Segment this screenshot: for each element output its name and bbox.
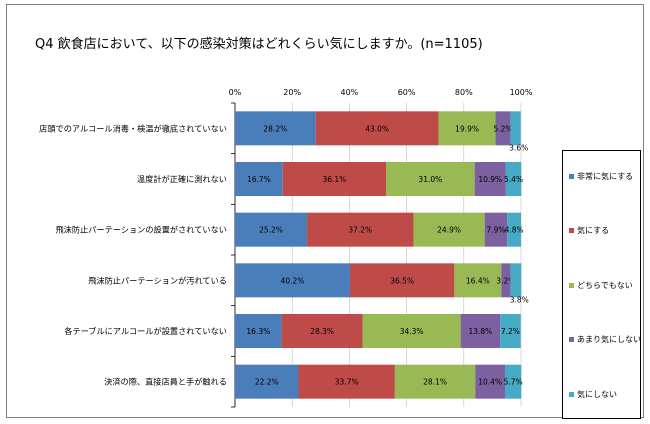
category-label: 各テーブルにアルコールが設置されていない	[64, 326, 227, 336]
bar-segment	[307, 212, 414, 247]
bar-segment	[235, 162, 283, 196]
data-label: 34.3%	[400, 327, 424, 336]
data-label: 43.0%	[365, 124, 389, 133]
data-label: 16.3%	[246, 327, 270, 336]
data-label: 7.9%	[486, 226, 505, 235]
category-label: 決済の際、直接店員と手が触れる	[104, 377, 227, 387]
data-label: 4.8%	[505, 226, 524, 235]
bar-segment	[235, 263, 350, 298]
data-label: 3.8%	[510, 295, 529, 304]
data-label: 3.2%	[496, 276, 515, 285]
data-label: 36.5%	[390, 276, 414, 285]
data-label: 5.2%	[493, 124, 512, 133]
data-label: 13.8%	[468, 327, 492, 336]
bar-chart-plot: 0% 20% 40% 60% 80% 100% 店頭でのアルコール消毒・検温が徹底されていな…	[39, 88, 533, 408]
data-label: 37.2%	[348, 226, 372, 235]
data-label: 3.6%	[509, 143, 528, 152]
category-label: 飛沫防止パーテーションが汚れている	[88, 275, 227, 285]
bar-segment	[282, 162, 387, 196]
bar-segment	[235, 111, 316, 146]
legend-label: あまり気にしない	[577, 335, 641, 344]
bar-segment	[504, 364, 522, 399]
bar-segment	[235, 364, 299, 399]
data-label: 40.2%	[281, 276, 305, 285]
data-label: 33.7%	[335, 378, 359, 387]
legend: 非常に気にする 気にするどちらでもない あまり気にしない 気にしない	[562, 150, 641, 419]
bar-segment	[386, 162, 475, 196]
legend-item: どちらでもない	[569, 280, 633, 291]
chart-frame: Q4 飲食店において、以下の感染対策はどれくらい気にしますか。(n=1105) …	[6, 4, 644, 419]
data-label: 36.1%	[322, 175, 346, 184]
category-label: 飛沫防止パーテーションの設置がされていない	[55, 225, 227, 235]
legend-label: 非常に気にする	[577, 172, 634, 181]
legend-swatch	[569, 228, 574, 233]
data-label: 22.2%	[255, 378, 279, 387]
bar-segment	[495, 111, 511, 146]
bar-segment	[362, 314, 461, 348]
bar-segment	[235, 212, 308, 247]
bar-segment	[484, 212, 508, 247]
bar-segment	[298, 364, 395, 399]
data-label: 16.7%	[247, 175, 271, 184]
data-label: 28.2%	[263, 124, 287, 133]
legend-label: 気にする	[577, 226, 610, 235]
data-label: 10.4%	[478, 378, 502, 387]
chart-title: Q4 飲食店において、以下の感染対策はどれくらい気にしますか。(n=1105)	[35, 37, 483, 52]
bar-segment	[505, 162, 522, 196]
x-tick-label: 0%	[229, 88, 242, 97]
x-tick-label: 40%	[341, 88, 359, 97]
category-label: 店頭でのアルコール消毒・検温が徹底されていない	[39, 123, 227, 133]
bar-segment	[315, 111, 439, 146]
data-label: 10.9%	[478, 175, 502, 184]
bar-segment	[413, 212, 485, 247]
legend-label: どちらでもない	[577, 281, 633, 290]
data-label: 28.1%	[423, 378, 447, 387]
data-label: 5.4%	[504, 175, 523, 184]
data-label: 16.4%	[466, 276, 490, 285]
legend-swatch	[569, 337, 574, 342]
data-label: 28.3%	[310, 327, 334, 336]
legend-item: 気にしない	[569, 389, 617, 400]
data-label: 31.0%	[418, 175, 442, 184]
bar-segment	[394, 364, 476, 399]
bar-segment	[349, 263, 455, 298]
legend-item: あまり気にしない	[569, 334, 641, 345]
bar-segment	[281, 314, 363, 348]
legend-label: 気にしない	[577, 390, 617, 399]
legend-swatch	[569, 392, 574, 397]
x-tick-label: 100%	[510, 88, 533, 97]
data-label: 7.2%	[501, 327, 520, 336]
data-label: 24.9%	[437, 226, 461, 235]
bar-segment	[507, 212, 521, 247]
x-tick-label: 80%	[455, 88, 473, 97]
legend-swatch	[569, 174, 574, 179]
data-label: 19.9%	[455, 124, 479, 133]
x-tick-label: 60%	[398, 88, 416, 97]
legend-item: 非常に気にする	[569, 171, 633, 182]
legend-swatch	[569, 283, 574, 288]
bar-segment	[438, 111, 496, 146]
data-label: 25.2%	[259, 226, 283, 235]
bar-segment	[475, 364, 505, 399]
legend-item: 気にする	[569, 225, 609, 236]
bar-segment	[510, 111, 521, 146]
bar-segment	[501, 263, 511, 298]
bar-segment	[460, 314, 501, 348]
bar-segment	[510, 263, 522, 298]
bar-segment	[474, 162, 506, 196]
category-label: 温度計が正確に測れない	[137, 174, 227, 184]
x-tick-label: 20%	[283, 88, 301, 97]
bar-segment	[500, 314, 521, 348]
bar-segment	[235, 314, 282, 348]
bar-segment	[454, 263, 502, 298]
data-label: 5.7%	[504, 378, 523, 387]
